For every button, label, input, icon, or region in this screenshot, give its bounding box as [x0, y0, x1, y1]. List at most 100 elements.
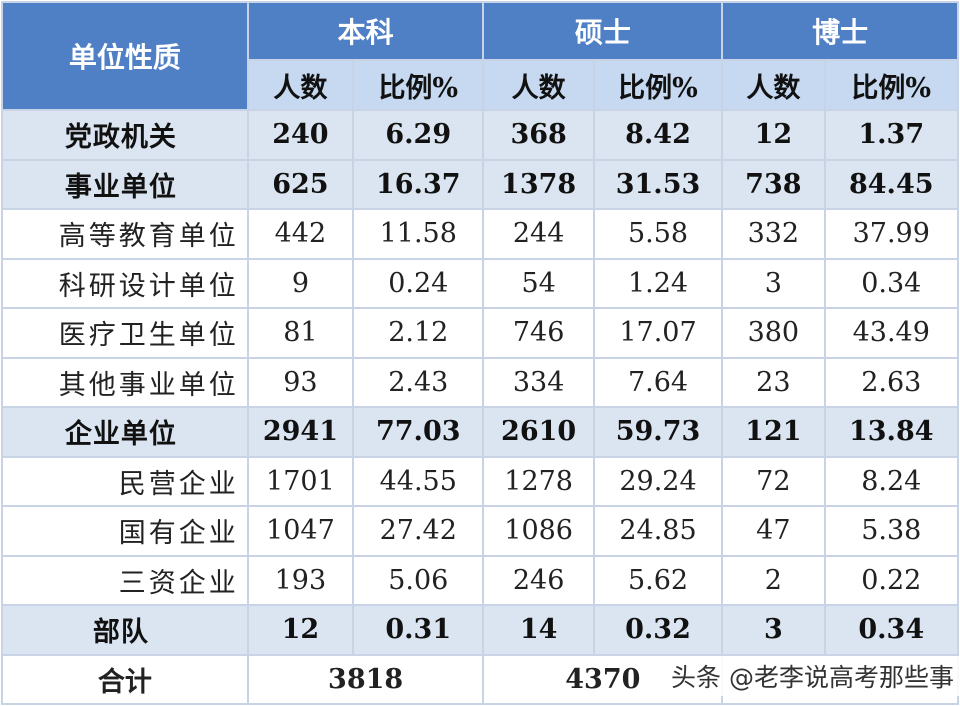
subheader: 人数 — [721, 59, 826, 111]
subheader: 比例% — [823, 59, 960, 111]
group-header: 本科 — [246, 1, 485, 61]
cell: 5.38 — [823, 505, 960, 557]
cell: 81 — [246, 307, 355, 359]
cell: 7.64 — [592, 356, 724, 408]
cell: 12 — [721, 109, 826, 161]
cell: 1.24 — [592, 257, 724, 309]
row-label: 事业单位 — [1, 158, 249, 210]
total-label: 合计 — [1, 653, 249, 705]
cell: 23 — [721, 356, 826, 408]
cell: 3 — [721, 604, 826, 656]
cell: 2.43 — [352, 356, 485, 408]
cell: 5.58 — [592, 208, 724, 260]
cell: 5.62 — [592, 554, 724, 606]
table-row: 科研设计单位 9 0.24 54 1.24 3 0.34 — [1, 257, 960, 309]
cell: 0.32 — [592, 604, 724, 656]
group-header: 博士 — [721, 1, 959, 61]
cell: 2 — [721, 554, 826, 606]
cell: 738 — [721, 158, 826, 210]
cell: 1.37 — [823, 109, 960, 161]
subheader: 比例% — [352, 59, 485, 111]
cell: 44.55 — [352, 455, 485, 507]
cell: 334 — [482, 356, 595, 408]
row-label: 部队 — [1, 604, 249, 656]
cell: 3 — [721, 257, 826, 309]
cell: 43.49 — [823, 307, 960, 359]
cell: 12 — [246, 604, 355, 656]
cell: 72 — [721, 455, 826, 507]
row-label: 其他事业单位 — [1, 356, 249, 408]
row-label: 党政机关 — [1, 109, 249, 161]
cell: 746 — [482, 307, 595, 359]
cell: 1701 — [246, 455, 355, 507]
cell: 380 — [721, 307, 826, 359]
cell: 59.73 — [592, 406, 724, 458]
table-row: 企业单位 2941 77.03 2610 59.73 121 13.84 — [1, 406, 960, 458]
row-label: 三资企业 — [1, 554, 249, 606]
cell: 1378 — [482, 158, 595, 210]
cell: 6.29 — [352, 109, 485, 161]
cell: 9 — [246, 257, 355, 309]
table-row: 民营企业 1701 44.55 1278 29.24 72 8.24 — [1, 455, 960, 507]
subheader: 人数 — [246, 59, 355, 111]
total-value: 3818 — [246, 653, 485, 705]
subheader: 人数 — [482, 59, 595, 111]
cell: 29.24 — [592, 455, 724, 507]
cell: 8.42 — [592, 109, 724, 161]
cell: 1278 — [482, 455, 595, 507]
cell: 2.12 — [352, 307, 485, 359]
cell: 77.03 — [352, 406, 485, 458]
row-label: 国有企业 — [1, 505, 249, 557]
table-row: 事业单位 625 16.37 1378 31.53 738 84.45 — [1, 158, 960, 210]
cell: 193 — [246, 554, 355, 606]
cell: 31.53 — [592, 158, 724, 210]
cell: 2941 — [246, 406, 355, 458]
cell: 37.99 — [823, 208, 960, 260]
cell: 27.42 — [352, 505, 485, 557]
cell: 0.31 — [352, 604, 485, 656]
group-header: 硕士 — [482, 1, 724, 61]
total-value: 4370 — [482, 653, 724, 705]
cell: 121 — [721, 406, 826, 458]
cell: 17.07 — [592, 307, 724, 359]
watermark: 头条 @老李说高考那些事 — [665, 656, 960, 696]
cell: 244 — [482, 208, 595, 260]
cell: 11.58 — [352, 208, 485, 260]
cell: 2.63 — [823, 356, 960, 408]
table-row: 高等教育单位 442 11.58 244 5.58 332 37.99 — [1, 208, 960, 260]
cell: 1086 — [482, 505, 595, 557]
cell: 0.22 — [823, 554, 960, 606]
cell: 5.06 — [352, 554, 485, 606]
cell: 442 — [246, 208, 355, 260]
table-row: 部队 12 0.31 14 0.32 3 0.34 — [1, 604, 960, 656]
cell: 240 — [246, 109, 355, 161]
cell: 2610 — [482, 406, 595, 458]
table-row: 国有企业 1047 27.42 1086 24.85 47 5.38 — [1, 505, 960, 557]
cell: 54 — [482, 257, 595, 309]
table-row: 其他事业单位 93 2.43 334 7.64 23 2.63 — [1, 356, 960, 408]
cell: 0.24 — [352, 257, 485, 309]
cell: 16.37 — [352, 158, 485, 210]
cell: 24.85 — [592, 505, 724, 557]
row-label: 企业单位 — [1, 406, 249, 458]
cell: 332 — [721, 208, 826, 260]
table-row: 三资企业 193 5.06 246 5.62 2 0.22 — [1, 554, 960, 606]
row-label: 高等教育单位 — [1, 208, 249, 260]
header-title: 单位性质 — [1, 1, 249, 111]
subheader: 比例% — [592, 59, 724, 111]
row-label: 科研设计单位 — [1, 257, 249, 309]
cell: 368 — [482, 109, 595, 161]
row-label: 民营企业 — [1, 455, 249, 507]
table-row: 党政机关 240 6.29 368 8.42 12 1.37 — [1, 109, 960, 161]
cell: 0.34 — [823, 257, 960, 309]
cell: 47 — [721, 505, 826, 557]
cell: 0.34 — [823, 604, 960, 656]
cell: 14 — [482, 604, 595, 656]
subheader-row: 人数 比例% 人数 比例% 人数 比例% — [2, 59, 960, 111]
table-row: 医疗卫生单位 81 2.12 746 17.07 380 43.49 — [1, 307, 960, 359]
cell: 625 — [246, 158, 355, 210]
cell: 84.45 — [823, 158, 960, 210]
